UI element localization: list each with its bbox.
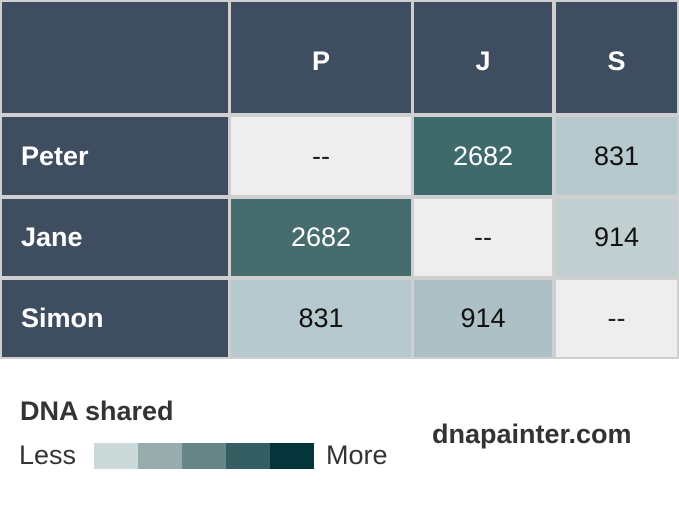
row-header: Peter (2, 117, 228, 195)
table-cell: 831 (231, 280, 411, 357)
legend-color-scale (94, 443, 314, 469)
column-header: P (231, 2, 411, 113)
table-cell: 2682 (414, 117, 552, 195)
table-cell: 914 (414, 280, 552, 357)
dna-matrix-table: P J S Peter -- 2682 831 Jane 2682 -- 914 Simon 831 91… (0, 0, 679, 359)
legend-title: DNA shared (20, 396, 174, 426)
column-header: S (556, 2, 677, 113)
legend-less-label: Less (19, 440, 77, 470)
legend-swatch (270, 443, 314, 469)
legend-swatch (182, 443, 226, 469)
legend-swatch (226, 443, 270, 469)
table-cell: -- (414, 199, 552, 276)
legend-swatch (138, 443, 182, 469)
column-header: J (414, 2, 552, 113)
corner-cell (2, 2, 228, 113)
site-name: dnapainter.com (432, 419, 632, 449)
table-cell: 914 (556, 199, 677, 276)
legend-more-label: More (326, 440, 388, 470)
table-cell: 2682 (231, 199, 411, 276)
row-header: Simon (2, 280, 228, 357)
row-header: Jane (2, 199, 228, 276)
table-cell: -- (231, 117, 411, 195)
legend-swatch (94, 443, 138, 469)
table-cell: 831 (556, 117, 677, 195)
table-cell: -- (556, 280, 677, 357)
